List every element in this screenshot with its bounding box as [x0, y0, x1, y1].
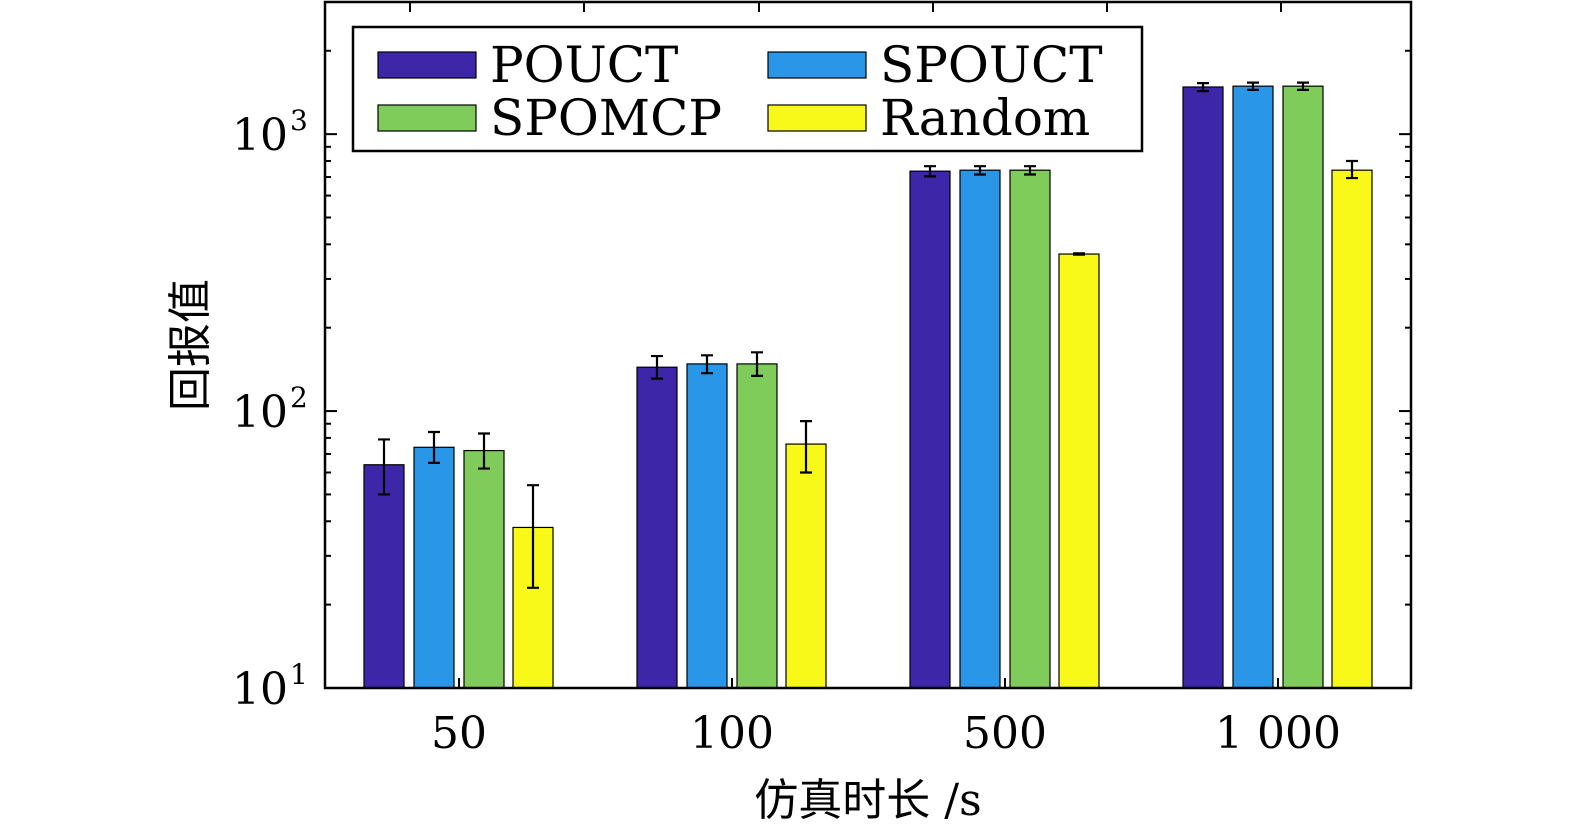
bar-spomcp-1: [736, 363, 778, 689]
bar-random-3: [1331, 169, 1373, 689]
legend-swatch-spouct: [767, 51, 867, 79]
x-tick-label: 100: [690, 708, 774, 759]
error-bar-random-1: [800, 419, 812, 474]
legend-box: [351, 25, 1144, 153]
error-bar-random-2: [1073, 252, 1085, 256]
bar-pouct-2: [909, 170, 951, 689]
bar-pouct-1: [636, 366, 678, 689]
legend-label-spomcp: SPOMCP: [490, 89, 722, 147]
y-tick-exponent: 3: [290, 104, 308, 137]
error-bar-spomcp-3: [1297, 81, 1309, 91]
bar-spomcp-3: [1282, 85, 1324, 689]
x-tick-label: 1 000: [1215, 708, 1341, 759]
x-tick-label: 50: [431, 708, 487, 759]
error-bar-pouct-0: [378, 438, 390, 496]
legend-swatch-pouct: [377, 51, 477, 79]
legend-label-random: Random: [880, 89, 1090, 147]
error-bar-random-0: [527, 484, 539, 589]
x-tick-label: 500: [963, 708, 1047, 759]
plot-marks: [363, 81, 1373, 689]
plot-frame: [323, 0, 1413, 690]
error-bar-spomcp-1: [751, 351, 763, 377]
legend-label-pouct: POUCT: [490, 36, 678, 94]
error-bar-pouct-2: [924, 165, 936, 178]
y-tick-base: 10: [232, 664, 288, 715]
x-axis-label: 仿真时长 /s: [754, 775, 981, 826]
bar-spouct-2: [959, 169, 1001, 689]
y-tick-exponent: 2: [290, 381, 308, 414]
bar-spomcp-2: [1009, 169, 1051, 689]
y-tick-label: 10 3: [232, 104, 308, 161]
error-bar-spouct-1: [701, 354, 713, 375]
y-tick-label: 10 2: [232, 381, 308, 438]
error-bar-spouct-3: [1247, 81, 1259, 91]
error-bar-spouct-2: [974, 165, 986, 176]
error-bar-spomcp-0: [478, 432, 490, 470]
y-tick-exponent: 1: [290, 658, 308, 691]
legend-swatch-spomcp: [377, 104, 477, 132]
y-tick-label: 10 1: [232, 658, 308, 715]
error-bar-spouct-0: [428, 430, 440, 464]
error-bar-pouct-1: [651, 354, 663, 380]
legend-swatch-random: [767, 104, 867, 132]
error-bar-random-3: [1346, 159, 1358, 180]
bar-random-1: [785, 443, 827, 689]
error-bar-spomcp-2: [1024, 165, 1036, 176]
legend: POUCT SPOUCT SPOMCP Random: [351, 25, 1144, 153]
y-axis-label: 回报值: [165, 279, 216, 411]
bar-spomcp-0: [463, 449, 505, 689]
legend-label-spouct: SPOUCT: [880, 36, 1103, 94]
bar-pouct-0: [363, 464, 405, 689]
bar-spouct-0: [413, 446, 455, 689]
y-tick-base: 10: [232, 387, 288, 438]
y-tick-base: 10: [232, 110, 288, 161]
bar-spouct-3: [1232, 85, 1274, 689]
bar-pouct-3: [1182, 86, 1224, 689]
error-bar-pouct-3: [1197, 82, 1209, 93]
bar-random-2: [1058, 253, 1100, 689]
bar-spouct-1: [686, 363, 728, 689]
